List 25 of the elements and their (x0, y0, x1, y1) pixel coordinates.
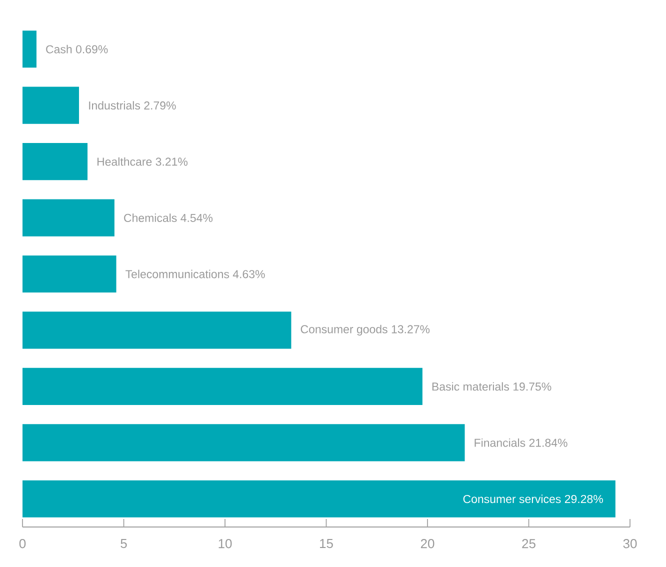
x-tick-label: 5 (120, 539, 127, 548)
bar (22, 368, 422, 405)
data-label: Chemicals 4.54% (124, 214, 213, 222)
x-tick-label: 20 (420, 539, 434, 548)
data-label: Healthcare 3.21% (97, 157, 188, 166)
x-tick-label: 15 (320, 539, 333, 548)
x-tick-label: 10 (218, 539, 232, 548)
data-label: Industrials 2.79% (89, 101, 176, 110)
bar (22, 30, 36, 68)
bar (22, 424, 465, 462)
x-tick-label: 0 (19, 539, 26, 548)
x-tick-label: 25 (522, 539, 536, 548)
bar (22, 86, 80, 124)
data-label: Consumer goods 13.27% (300, 324, 430, 336)
data-label: Telecommunications 4.63% (126, 270, 265, 278)
bar (22, 199, 114, 236)
data-label: Basic materials 19.75% (432, 382, 552, 391)
bar (22, 143, 88, 180)
bar (22, 255, 116, 293)
x-tick-label: 30 (623, 539, 637, 548)
data-label: Financials 21.84% (474, 438, 568, 447)
bar (22, 312, 292, 349)
bar (22, 480, 616, 518)
data-label: Consumer services 29.28% (463, 494, 603, 504)
data-label: Cash 0.69% (46, 44, 108, 54)
